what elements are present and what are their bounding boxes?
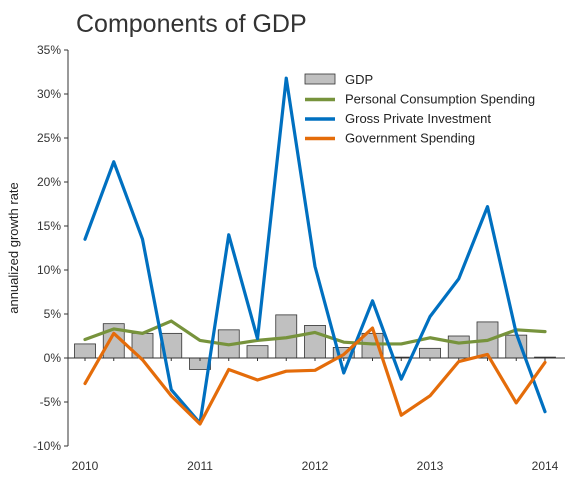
axes-layer: -10% -5% 0% 5% 10% 15% 20% 25% 30% 35% 2010 2011 201… xyxy=(33,43,565,473)
x-tick-label: 2010 xyxy=(72,459,99,473)
gdp-bar xyxy=(304,325,326,359)
series-line xyxy=(83,319,547,347)
legend-swatch-gdp xyxy=(304,73,336,85)
y-tick-label: 20% xyxy=(37,175,61,189)
gdp-bar xyxy=(419,347,441,359)
gdp-bar xyxy=(246,345,269,359)
y-tick-label: -10% xyxy=(33,439,61,453)
y-tick-label: 15% xyxy=(37,219,61,233)
legend-label: Personal Consumption Spending xyxy=(345,92,535,107)
y-tick-label: 25% xyxy=(37,131,61,145)
y-tick-label: -5% xyxy=(40,395,62,409)
chart-title: Components of GDP xyxy=(76,10,307,38)
x-tick-label: 2012 xyxy=(302,459,329,473)
x-tick-label: 2014 xyxy=(532,459,559,473)
x-tick-label: 2011 xyxy=(187,459,213,473)
legend-label: Government Spending xyxy=(345,131,475,146)
legend: GDP Personal Consumption Spending Gross Pr… xyxy=(304,72,535,146)
series-line xyxy=(83,76,547,425)
y-axis-label: annualized growth rate xyxy=(6,182,21,314)
gdp-bar xyxy=(74,343,96,359)
y-tick-label: 0% xyxy=(44,351,62,365)
y-tick-label: 10% xyxy=(37,263,61,277)
x-tick-label: 2013 xyxy=(417,459,444,473)
legend-label: GDP xyxy=(345,72,373,87)
gdp-bar xyxy=(447,335,470,359)
lines-layer xyxy=(83,76,547,426)
y-tick-label: 30% xyxy=(37,87,61,101)
y-tick-label: 5% xyxy=(44,307,62,321)
y-axis-label-layer: annualized growth rate xyxy=(6,182,21,314)
series-line xyxy=(83,326,547,426)
y-tick-label: 35% xyxy=(37,43,61,57)
legend-label: Gross Private Investment xyxy=(345,111,491,126)
